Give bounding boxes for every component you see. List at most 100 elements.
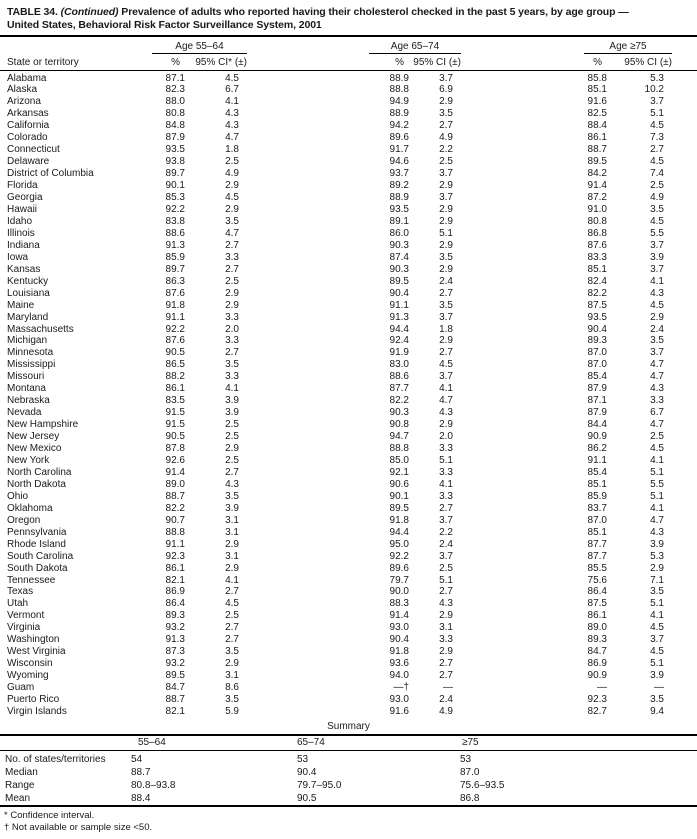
ci-cell: 3.3 xyxy=(439,443,453,455)
ci-cell: 4.5 xyxy=(225,598,239,610)
pct-cell: 93.6 xyxy=(389,658,409,670)
column-header-row: State or territory % 95% CI* (±) % 95% C… xyxy=(0,54,697,71)
pct-header-55-64: % xyxy=(152,54,188,71)
ci-cell: 3.7 xyxy=(650,347,664,359)
pct-cell: 89.7 xyxy=(165,168,185,180)
pct-cell: 86.4 xyxy=(165,598,185,610)
pct-cell: 87.4 xyxy=(389,251,409,263)
pct-cell: 84.7 xyxy=(587,646,607,658)
pct-cell: 91.5 xyxy=(165,407,185,419)
pct-cell: 87.7 xyxy=(587,538,607,550)
state-column-header: State or territory xyxy=(0,54,152,71)
table-row: Idaho 83.8 3.5 89.1 2.9 80.8 4.5 xyxy=(0,216,697,228)
spacer-cell xyxy=(672,240,697,252)
ci-cell: 2.5 xyxy=(439,156,453,168)
pct-cell: 84.8 xyxy=(165,120,185,132)
pct-cell: 84.4 xyxy=(587,419,607,431)
ci-cell: 7.3 xyxy=(650,132,664,144)
ci-cell: 4.1 xyxy=(225,383,239,395)
summary-col-65-74: 65–74 xyxy=(297,734,460,752)
ci-cell: 2.7 xyxy=(225,239,239,251)
ci-cell: 1.8 xyxy=(439,323,453,335)
ci-cell: 4.5 xyxy=(650,120,664,132)
pct-cell: 90.4 xyxy=(389,634,409,646)
pct-cell: 87.1 xyxy=(587,395,607,407)
ci-cell: 3.5 xyxy=(225,359,239,371)
ci-cell: 2.9 xyxy=(439,96,453,108)
age-group-65-74: Age 65–74 xyxy=(247,37,461,54)
spacer-cell xyxy=(672,192,697,204)
spacer-cell xyxy=(672,467,697,479)
pct-cell: 88.9 xyxy=(389,72,409,84)
ci-cell: 4.3 xyxy=(225,120,239,132)
spacer-cell xyxy=(672,347,697,359)
empty-cell xyxy=(0,734,131,752)
spacer-cell xyxy=(672,598,697,610)
spacer-cell xyxy=(672,300,697,312)
ci-cell: 3.5 xyxy=(225,215,239,227)
pct-cell: 91.8 xyxy=(389,646,409,658)
summary-value-cell: 54 xyxy=(131,754,143,766)
table-row: South Carolina 92.3 3.1 92.2 3.7 87.7 5.3 xyxy=(0,551,697,563)
pct-cell: 93.8 xyxy=(165,156,185,168)
pct-cell: 84.2 xyxy=(587,168,607,180)
ci-cell: 1.8 xyxy=(225,144,239,156)
empty-cell xyxy=(672,37,697,54)
ci-cell: 2.7 xyxy=(439,658,453,670)
ci-cell: 3.7 xyxy=(439,72,453,84)
spacer-cell xyxy=(672,84,697,96)
pct-cell: 89.6 xyxy=(389,562,409,574)
table-row: Alabama 87.1 4.5 88.9 3.7 85.8 5.3 xyxy=(0,70,697,84)
ci-cell: 3.5 xyxy=(439,251,453,263)
table-row: North Dakota 89.0 4.3 90.6 4.1 85.1 5.5 xyxy=(0,479,697,491)
table-row: Texas 86.9 2.7 90.0 2.7 86.4 3.5 xyxy=(0,586,697,598)
pct-cell: 87.0 xyxy=(587,514,607,526)
spacer-cell xyxy=(672,622,697,634)
state-cell: Ohio xyxy=(7,490,29,502)
ci-cell: 3.3 xyxy=(439,466,453,478)
ci-cell: 5.3 xyxy=(650,550,664,562)
ci-cell: 3.7 xyxy=(439,168,453,180)
ci-cell: 5.1 xyxy=(650,490,664,502)
spacer-cell xyxy=(672,252,697,264)
ci-cell: 2.9 xyxy=(225,443,239,455)
state-cell: Connecticut xyxy=(7,144,60,156)
pct-cell: 91.6 xyxy=(587,96,607,108)
summary-value-cell: 88.4 xyxy=(131,793,151,805)
state-cell: Maryland xyxy=(7,311,49,323)
spacer-cell xyxy=(672,156,697,168)
table-row: New Hampshire 91.5 2.5 90.8 2.9 84.4 4.7 xyxy=(0,419,697,431)
pct-cell: 86.2 xyxy=(587,443,607,455)
state-cell: New Jersey xyxy=(7,431,60,443)
ci-cell: 2.9 xyxy=(650,311,664,323)
summary-value-cell: 53 xyxy=(297,754,309,766)
pct-cell: 87.6 xyxy=(587,239,607,251)
spacer-cell xyxy=(672,575,697,587)
ci-cell: 2.9 xyxy=(225,203,239,215)
table-row: Indiana 91.3 2.7 90.3 2.9 87.6 3.7 xyxy=(0,240,697,252)
ci-cell: 4.5 xyxy=(650,622,664,634)
ci-cell: 4.1 xyxy=(225,574,239,586)
state-cell: Nebraska xyxy=(7,395,50,407)
ci-cell: 4.5 xyxy=(650,156,664,168)
spacer-cell xyxy=(672,324,697,336)
pct-cell: 93.0 xyxy=(389,694,409,706)
age-group-75plus: Age ≥75 xyxy=(461,37,672,54)
pct-cell: 88.0 xyxy=(165,96,185,108)
spacer-cell xyxy=(672,455,697,467)
pct-cell: 85.1 xyxy=(587,526,607,538)
table-title: TABLE 34. (Continued) Prevalence of adul… xyxy=(0,0,697,37)
pct-cell: 82.1 xyxy=(165,706,185,718)
summary-row: Range 80.8–93.8 79.7–95.0 75.6–93.5 xyxy=(0,779,697,792)
spacer-cell xyxy=(672,431,697,443)
table-row: Nebraska 83.5 3.9 82.2 4.7 87.1 3.3 xyxy=(0,395,697,407)
pct-cell: 87.3 xyxy=(165,646,185,658)
ci-cell: 2.9 xyxy=(439,203,453,215)
ci-cell: 5.1 xyxy=(439,227,453,239)
summary-row-label: Mean xyxy=(5,793,31,805)
table-row: Virginia 93.2 2.7 93.0 3.1 89.0 4.5 xyxy=(0,622,697,634)
pct-cell: 92.2 xyxy=(165,203,185,215)
pct-cell: 83.5 xyxy=(165,395,185,407)
table-row: Hawaii 92.2 2.9 93.5 2.9 91.0 3.5 xyxy=(0,204,697,216)
ci-cell: 3.5 xyxy=(650,586,664,598)
